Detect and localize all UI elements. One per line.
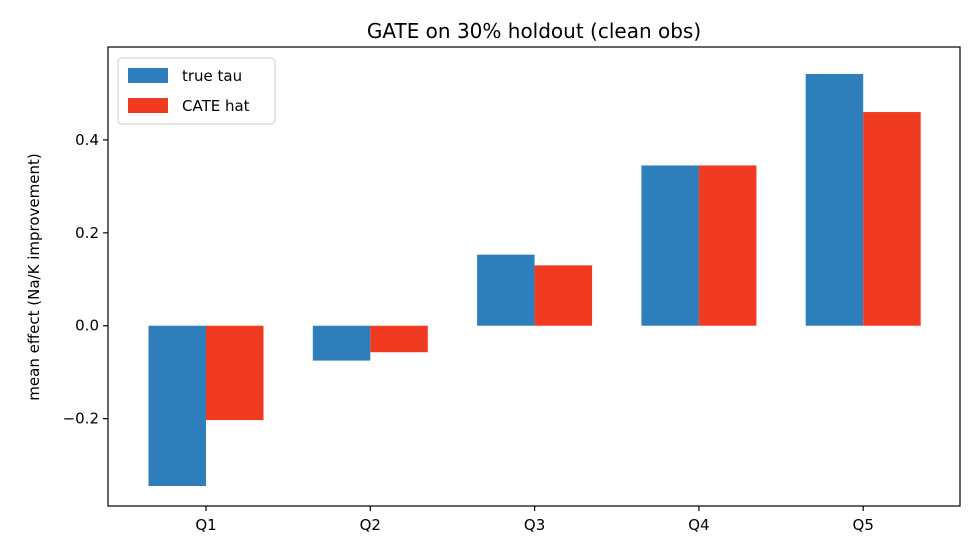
legend-swatch [128,98,168,113]
legend-label: CATE hat [182,97,250,115]
y-axis-label: mean effect (Na/K improvement) [25,153,43,400]
bar-true-tau-q4 [641,165,699,326]
bar-cate-hat-q5 [863,112,921,326]
bar-true-tau-q2 [312,325,371,361]
y-tick-label: 0.4 [75,131,99,149]
legend: true tau CATE hat [117,57,276,125]
bar-cate-hat-q2 [370,325,428,353]
bar-cate-hat-q3 [534,265,593,326]
bars-group [148,73,921,487]
x-tick-label: Q3 [524,516,545,534]
x-axis: Q1 Q2 Q3 Q4 Q5 [195,506,874,534]
y-tick-label: 0.2 [75,224,99,242]
y-axis: −0.2 0.0 0.2 0.4 [63,131,108,428]
bar-cate-hat-q4 [698,165,757,326]
x-tick-label: Q5 [853,516,874,534]
x-tick-label: Q1 [195,516,216,534]
legend-label: true tau [182,67,242,85]
legend-swatch [128,68,168,83]
x-tick-label: Q4 [688,516,709,534]
bar-true-tau-q5 [805,73,864,326]
bar-cate-hat-q1 [206,325,264,421]
plot-frame [107,46,961,507]
chart-title: GATE on 30% holdout (clean obs) [367,19,701,43]
x-tick-label: Q2 [360,516,381,534]
bar-true-tau-q3 [477,254,535,326]
bar-true-tau-q1 [148,325,206,487]
y-tick-label: −0.2 [63,410,99,428]
y-tick-label: 0.0 [75,317,99,335]
